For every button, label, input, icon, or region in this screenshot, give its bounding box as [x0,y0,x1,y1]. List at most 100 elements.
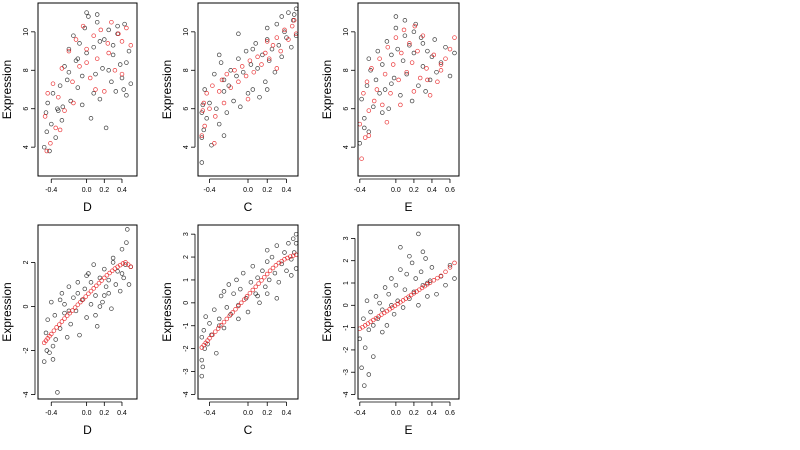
observed-point [409,98,415,104]
observed-point [97,304,103,309]
fitted-point [431,278,437,283]
fitted-point [48,141,53,146]
fitted-point [102,275,107,281]
fitted-point [364,79,370,85]
observed-point [250,263,256,269]
fitted-point [401,27,407,33]
observed-point [234,73,239,79]
observed-point [452,50,457,56]
observed-point [362,383,367,388]
y-tick-label: 3 [183,232,190,236]
observed-point [362,345,368,350]
observed-point [91,44,96,50]
fitted-point [396,77,401,83]
fitted-point [128,43,134,48]
plot-frame [197,224,299,400]
observed-point [60,104,66,110]
fitted-point [291,18,297,23]
fitted-point [106,50,111,56]
observed-point [416,303,421,308]
y-tick-label: -2 [343,347,350,353]
observed-point [119,75,125,81]
fitted-point [73,37,79,42]
observed-point [64,335,70,340]
fitted-point [245,96,251,102]
observed-point [203,314,208,319]
fitted-point [379,312,384,317]
fitted-point [210,332,215,338]
observed-point [100,66,105,71]
y-axis-label: Expression [320,60,334,119]
observed-point [289,273,294,278]
observed-point [88,302,94,307]
x-tick-label: -0.4 [354,187,366,194]
fitted-point [213,114,218,119]
observed-point [64,77,70,83]
x-axis-label: E [404,423,412,437]
x-axis-label: D [83,423,92,437]
observed-point [212,71,217,77]
observed-point [286,241,291,246]
fitted-point [91,33,96,38]
scatter-panel-6: -0.4 0.0 0.2 0.4 0.6 E -4 -3 -2 -1 0 1 2 3 Expression [320,224,460,437]
y-tick-label: -4 [23,391,30,397]
observed-point [364,83,370,88]
fitted-point [44,148,50,154]
observed-point [113,89,119,94]
x-tick-label: 0.2 [409,410,419,417]
fitted-point [427,93,433,98]
x-tick-label: 0.4 [117,187,127,194]
observed-point [221,325,227,331]
observed-point [106,27,111,33]
fitted-point [438,273,444,279]
fitted-point [384,119,390,125]
observed-point [103,284,109,289]
observed-point [366,56,372,61]
fitted-points [357,260,457,331]
observed-point [377,300,382,306]
observed-point [264,87,270,92]
observed-point [391,311,397,317]
observed-point [43,110,49,115]
y-axis-label: Expression [0,282,14,341]
fitted-point [385,44,391,50]
fitted-point [227,313,232,318]
x-tick-label: 0.6 [445,410,455,417]
fitted-point [414,289,419,294]
observed-point [443,282,448,288]
x-tick-label: 0.2 [99,187,109,194]
observed-point [71,33,76,38]
fitted-point [250,287,256,293]
fitted-point [239,300,244,306]
x-axis-label: D [83,200,92,214]
observed-point [264,37,270,42]
fitted-point [87,75,93,81]
y-axis: 4 6 8 10 Expression [320,28,356,149]
observed-point [121,87,126,92]
observed-point [44,129,50,135]
x-tick-label: -0.4 [45,410,57,417]
fitted-point [270,43,276,48]
observed-point [272,270,278,276]
observed-point [50,357,56,362]
observed-point [289,257,294,262]
fitted-point [443,56,448,61]
observed-point [362,116,367,121]
observed-point [402,18,408,23]
observed-point [386,291,391,297]
fitted-point [224,316,230,322]
observed-point [84,315,89,320]
observed-point [216,316,222,322]
fitted-point [215,326,221,331]
observed-point [50,91,56,96]
y-tick-label: 2 [23,260,30,264]
fitted-point [84,46,89,52]
observed-point [276,43,282,48]
fitted-points [199,252,299,350]
fitted-point [53,125,58,131]
y-axis: 4 6 8 10 Expression [0,28,36,149]
observed-point [274,243,280,248]
observed-point [91,262,96,267]
observed-point [93,293,98,298]
fitted-point [86,291,91,296]
